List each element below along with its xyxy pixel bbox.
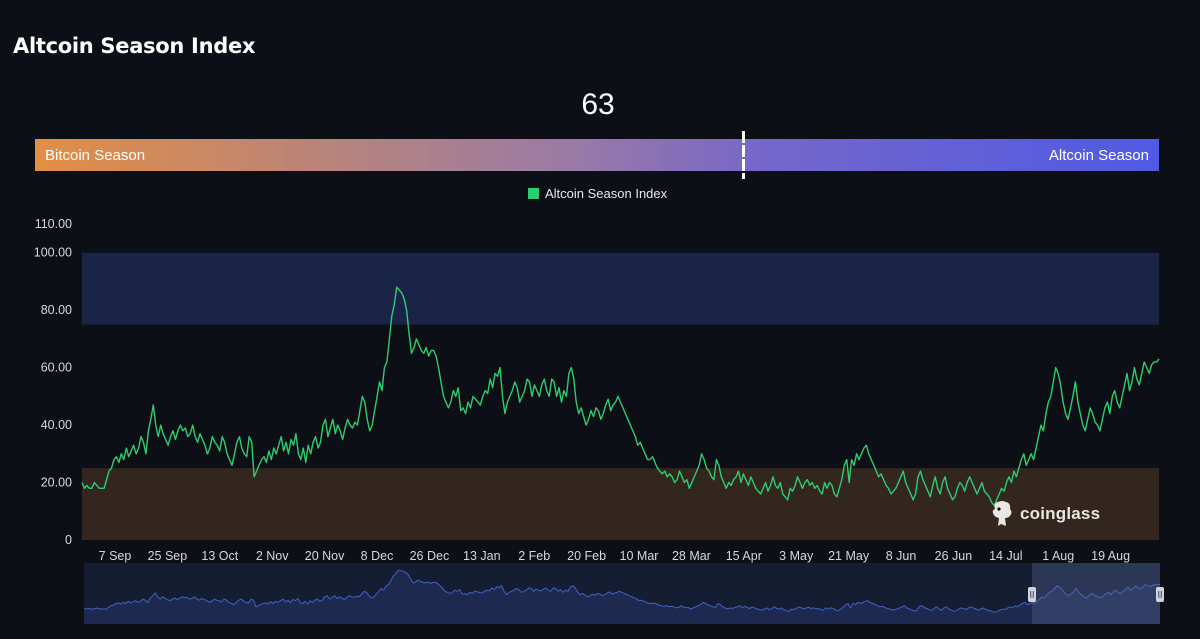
x-axis: 7 Sep 25 Sep 13 Oct 2 Nov 20 Nov 8 Dec 26 Dec 1… xyxy=(99,549,1130,563)
range-navigator xyxy=(83,563,1164,624)
x-tick-label: 13 Oct xyxy=(201,549,238,563)
y-tick-label: 0 xyxy=(65,533,72,547)
coinglass-watermark: coinglass xyxy=(990,500,1100,528)
x-tick-label: 1 Aug xyxy=(1042,549,1074,563)
y-tick-label: 40.00 xyxy=(41,418,72,432)
current-index-value: 63 xyxy=(581,88,615,121)
x-tick-label: 25 Sep xyxy=(148,549,188,563)
bitcoin-season-band xyxy=(82,468,1159,540)
x-tick-label: 28 Mar xyxy=(672,549,711,563)
series-line-group xyxy=(81,286,1160,507)
x-tick-label: 13 Jan xyxy=(463,549,501,563)
navigator-selection xyxy=(1032,563,1160,624)
y-tick-label: 60.00 xyxy=(41,361,72,375)
y-tick-label: 20.00 xyxy=(41,476,72,490)
x-tick-label: 8 Jun xyxy=(886,549,917,563)
y-tick-label: 100.00 xyxy=(34,246,72,260)
page-title: Altcoin Season Index xyxy=(13,34,256,58)
x-tick-label: 2 Feb xyxy=(518,549,550,563)
gauge-value-marker xyxy=(742,131,745,179)
y-tick-label: 80.00 xyxy=(41,303,72,317)
legend-swatch xyxy=(528,188,539,199)
navigator-left-handle[interactable] xyxy=(1028,587,1036,602)
y-tick-label: 110.00 xyxy=(35,217,72,231)
season-gauge-bar: Bitcoin Season Altcoin Season xyxy=(35,139,1159,171)
x-tick-label: 15 Apr xyxy=(726,549,762,563)
bitcoin-season-label: Bitcoin Season xyxy=(45,147,146,164)
y-axis: 0 20.00 40.00 60.00 80.00 100.00 110.00 xyxy=(34,217,72,547)
altcoin-season-band xyxy=(82,252,1159,325)
legend-label: Altcoin Season Index xyxy=(545,186,668,201)
x-tick-label: 2 Nov xyxy=(256,549,289,563)
x-tick-label: 20 Nov xyxy=(305,549,345,563)
x-tick-label: 3 May xyxy=(779,549,814,563)
x-tick-label: 8 Dec xyxy=(361,549,394,563)
x-tick-label: 19 Aug xyxy=(1091,549,1130,563)
x-tick-label: 14 Jul xyxy=(989,549,1022,563)
x-tick-label: 7 Sep xyxy=(99,549,132,563)
navigator-right-handle[interactable] xyxy=(1156,587,1164,602)
navigator-line xyxy=(83,569,1161,613)
zone-bands xyxy=(82,252,1159,540)
x-tick-label: 20 Feb xyxy=(567,549,606,563)
series-line xyxy=(81,286,1160,507)
x-tick-label: 26 Dec xyxy=(410,549,450,563)
watermark-text: coinglass xyxy=(1020,504,1101,523)
x-tick-label: 26 Jun xyxy=(935,549,973,563)
navigator-area xyxy=(84,570,1160,624)
chart-legend[interactable]: Altcoin Season Index xyxy=(528,186,667,201)
x-tick-label: 21 May xyxy=(828,549,870,563)
altcoin-season-label: Altcoin Season xyxy=(1048,147,1149,164)
coinglass-logo-icon xyxy=(992,501,1012,526)
x-tick-label: 10 Mar xyxy=(620,549,659,563)
